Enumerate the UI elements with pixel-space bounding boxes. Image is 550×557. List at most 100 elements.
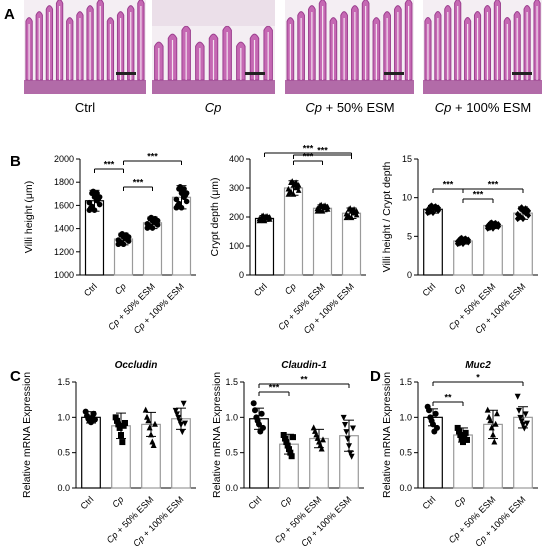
significance-label: ***	[147, 152, 158, 162]
image-caption-ctrl: Ctrl	[74, 100, 96, 115]
x-tick-label: Ctrl	[82, 281, 99, 298]
y-tick-label: 1000	[54, 270, 74, 280]
data-point	[282, 435, 289, 442]
data-point	[343, 210, 350, 217]
chart-occludin: Occludin Relative mRNA Expression 0.0 0.5 1.…	[21, 360, 196, 549]
data-point	[96, 201, 103, 208]
data-point	[287, 449, 294, 456]
data-point	[181, 420, 188, 427]
x-tick-label: Ctrl	[420, 281, 437, 298]
data-point	[484, 406, 491, 413]
chart-claudin-1: Claudin-1 Relative mRNA Expression 0.0 0.5 1…	[212, 360, 364, 549]
data-point	[346, 212, 352, 219]
panel-letter-d: D	[370, 368, 381, 385]
x-tick-label: Cp	[452, 281, 467, 296]
scale-bar	[245, 72, 265, 75]
significance-label: **	[300, 375, 308, 385]
y-tick-label: 2000	[54, 154, 74, 164]
histology-muscle-layer	[152, 80, 275, 94]
y-axis-label: Crypt depth (μm)	[209, 178, 221, 257]
sloughed-tissue	[152, 0, 275, 26]
histology-background	[24, 0, 146, 94]
significance-label: ***	[488, 180, 499, 190]
y-tick-label: 0.0	[225, 483, 238, 493]
y-tick-label: 300	[229, 183, 244, 193]
chart-villi-crypt-ratio: Villi height / Crypt depth 0 5 10 15 *** *** **…	[381, 154, 538, 336]
significance-label: ***	[104, 160, 115, 170]
y-tick-label: 0	[407, 270, 412, 280]
data-point	[173, 196, 180, 203]
panel-letter-a: A	[4, 6, 15, 23]
scale-bar	[384, 72, 404, 75]
x-tick-label: Cp	[110, 494, 125, 509]
data-point	[492, 219, 499, 227]
data-point	[432, 410, 439, 417]
significance-label: *	[476, 373, 480, 383]
y-tick-label: 1.0	[399, 412, 412, 422]
data-point	[288, 188, 294, 195]
data-point	[424, 206, 431, 214]
x-tick-label: Cp + 100% ESM	[132, 281, 186, 335]
data-point	[121, 419, 128, 426]
y-tick-label: 5	[407, 231, 412, 241]
y-tick-label: 0.0	[399, 483, 412, 493]
histology-muscle-layer	[24, 80, 146, 94]
data-point	[465, 236, 472, 244]
significance-label: ***	[133, 178, 144, 188]
data-point	[175, 414, 182, 421]
x-tick-label: Cp	[113, 281, 128, 296]
data-point	[433, 424, 440, 431]
data-point	[457, 432, 464, 438]
scale-bar	[116, 72, 136, 75]
data-point	[280, 432, 287, 438]
image-caption-cp: Cp	[204, 100, 222, 115]
histology-muscle-layer	[423, 80, 542, 94]
data-point	[343, 429, 350, 436]
y-tick-label: 15	[402, 154, 412, 164]
data-point	[525, 211, 532, 219]
y-tick-label: 1600	[54, 200, 74, 210]
data-point	[517, 414, 524, 421]
y-tick-label: 0.5	[225, 448, 238, 458]
x-tick-label: Cp	[452, 494, 467, 509]
data-point	[522, 411, 529, 418]
data-point	[114, 417, 121, 424]
data-point	[174, 411, 181, 418]
data-point	[90, 410, 97, 417]
y-axis-label: Relative mRNA Expression	[381, 372, 393, 498]
data-point	[426, 407, 433, 414]
y-tick-label: 0.5	[399, 448, 412, 458]
bar	[513, 212, 533, 276]
data-point	[348, 453, 355, 460]
bar	[312, 207, 333, 276]
data-point	[284, 442, 291, 449]
data-point	[258, 410, 265, 417]
y-tick-label: 1200	[54, 247, 74, 257]
panel-letter-c: C	[10, 368, 21, 385]
data-point	[295, 181, 302, 188]
data-point	[266, 214, 273, 220]
y-tick-label: 1.0	[225, 412, 238, 422]
bar	[81, 416, 101, 489]
y-axis-label: Villi height (μm)	[23, 181, 35, 253]
data-point	[154, 217, 161, 224]
data-point	[351, 206, 357, 212]
data-point	[456, 428, 463, 435]
data-point	[142, 406, 149, 413]
data-point	[125, 234, 132, 240]
data-point	[518, 204, 525, 211]
bar	[254, 217, 275, 276]
y-tick-label: 1.5	[399, 377, 412, 387]
y-tick-label: 0	[239, 270, 244, 280]
data-point	[183, 190, 190, 196]
data-point	[523, 420, 530, 427]
data-point	[525, 207, 532, 215]
panel-letter-b: B	[10, 153, 21, 170]
data-point	[116, 424, 123, 431]
data-point	[288, 453, 295, 460]
data-point	[145, 417, 152, 424]
data-point	[150, 442, 157, 448]
data-point	[180, 400, 187, 407]
x-tick-label: Cp	[278, 494, 293, 509]
image-caption-cp-50-esm: Cp + 50% ESM	[305, 100, 395, 115]
